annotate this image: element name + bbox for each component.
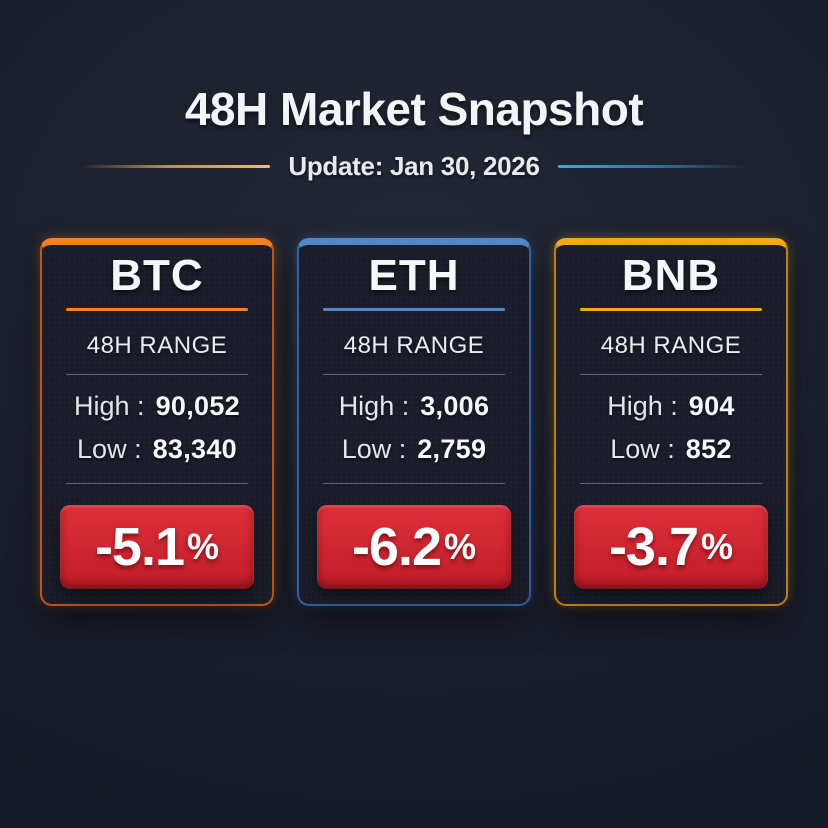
high-label: High : [338, 391, 410, 422]
change-value: -5.1 [94, 517, 185, 578]
accent-divider [580, 308, 762, 312]
percent-sign: % [187, 526, 220, 568]
low-label: Low : [77, 434, 142, 465]
low-value: 83,340 [152, 434, 237, 465]
high-label: High : [607, 391, 678, 422]
divider [66, 374, 248, 376]
subtitle-accent-line-left [80, 165, 271, 168]
subtitle-row: Update: Jan 30, 2026 [0, 151, 828, 182]
page-title: 48H Market Snapshot [184, 83, 644, 135]
coin-card-eth: ETH 48H RANGE High : 3,006 Low : 2,759 -… [297, 238, 531, 606]
range-label: 48H RANGE [343, 332, 485, 360]
divider [323, 374, 505, 376]
change-badge: -3.7 % [574, 505, 768, 590]
low-row: Low : 2,759 [342, 434, 487, 465]
range-label: 48H RANGE [600, 332, 742, 360]
accent-divider [323, 308, 505, 312]
low-label: Low : [610, 434, 675, 465]
infographic: 48H Market Snapshot Update: Jan 30, 2026… [0, 83, 828, 606]
percent-sign: % [701, 526, 734, 568]
coin-card-btc: BTC 48H RANGE High : 90,052 Low : 83,340… [40, 238, 274, 606]
high-row: High : 90,052 [74, 391, 240, 422]
high-row: High : 3,006 [339, 391, 490, 422]
low-label: Low : [341, 434, 407, 465]
change-badge: -5.1 % [60, 505, 254, 590]
high-value: 3,006 [420, 391, 490, 422]
change-value: -6.2 [351, 517, 442, 578]
coin-symbol: ETH [368, 251, 460, 300]
accent-divider [66, 308, 248, 312]
percent-sign: % [444, 526, 477, 568]
high-value: 904 [688, 391, 735, 422]
high-row: High : 904 [607, 391, 735, 422]
coin-symbol: BTC [110, 251, 204, 300]
divider [66, 483, 248, 485]
divider [580, 483, 762, 485]
coin-card-bnb: BNB 48H RANGE High : 904 Low : 852 -3.7 … [554, 238, 788, 606]
low-value: 852 [685, 434, 732, 465]
change-value: -3.7 [608, 517, 699, 578]
high-label: High : [74, 391, 145, 422]
subtitle-accent-line-right [557, 165, 748, 168]
range-label: 48H RANGE [86, 332, 228, 360]
coin-symbol: BNB [621, 251, 721, 300]
divider [580, 374, 762, 376]
low-row: Low : 852 [610, 434, 732, 465]
coin-cards-row: BTC 48H RANGE High : 90,052 Low : 83,340… [0, 238, 828, 606]
high-value: 90,052 [155, 391, 240, 422]
change-badge: -6.2 % [317, 505, 511, 590]
low-value: 2,759 [417, 434, 487, 465]
divider [323, 483, 505, 485]
update-date: Update: Jan 30, 2026 [288, 151, 540, 181]
low-row: Low : 83,340 [77, 434, 237, 465]
